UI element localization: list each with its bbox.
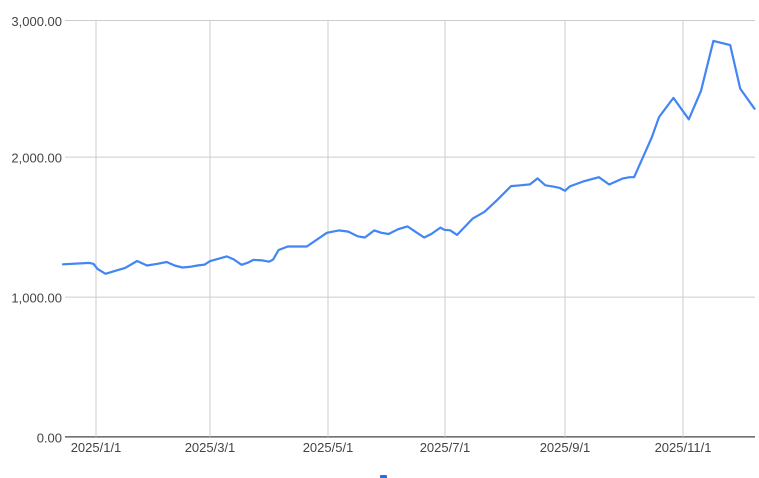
svg-text:2025/7/1: 2025/7/1 bbox=[420, 440, 471, 455]
svg-text:0.00: 0.00 bbox=[37, 430, 62, 445]
svg-text:2025/11/1: 2025/11/1 bbox=[655, 440, 712, 455]
svg-text:2025/5/1: 2025/5/1 bbox=[303, 440, 354, 455]
svg-text:2,000.00: 2,000.00 bbox=[11, 151, 62, 166]
svg-text:2025/9/1: 2025/9/1 bbox=[540, 440, 591, 455]
svg-text:1,000.00: 1,000.00 bbox=[11, 291, 62, 306]
svg-text:3,000.00: 3,000.00 bbox=[11, 14, 62, 29]
svg-text:2025/1/1: 2025/1/1 bbox=[71, 440, 122, 455]
svg-text:2025/3/1: 2025/3/1 bbox=[185, 440, 236, 455]
